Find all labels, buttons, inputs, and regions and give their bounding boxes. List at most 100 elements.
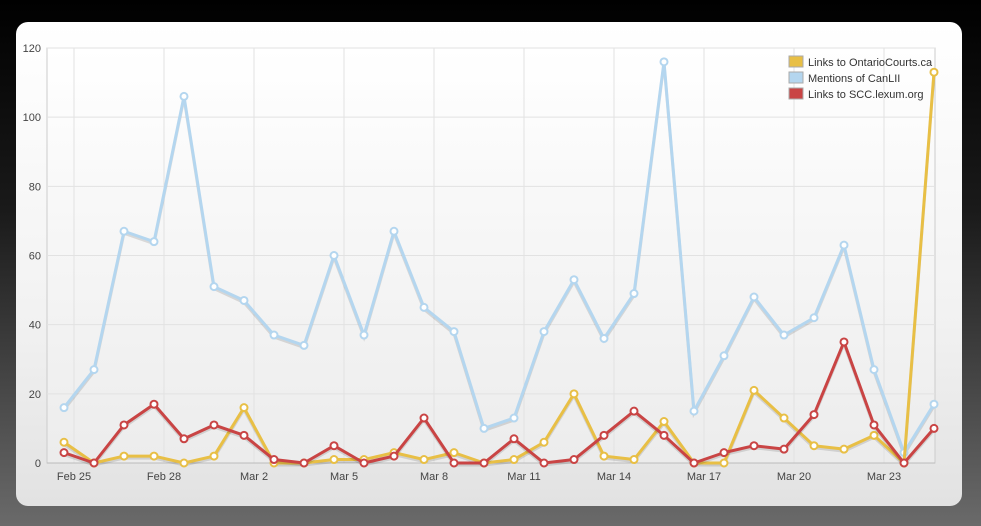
data-point (59, 448, 69, 458)
data-point (839, 444, 849, 454)
data-point (179, 434, 189, 444)
data-point (119, 451, 129, 461)
legend-swatch (788, 55, 804, 68)
data-point (629, 289, 639, 299)
y-tick-label: 80 (29, 181, 41, 193)
x-tick-label: Feb 28 (147, 471, 181, 483)
data-point (659, 417, 669, 426)
data-point (299, 340, 309, 350)
data-point (629, 406, 639, 416)
data-point (179, 91, 189, 101)
data-point (299, 458, 309, 468)
series-line (63, 72, 936, 465)
data-point (179, 458, 189, 468)
data-point (419, 302, 429, 312)
data-point (209, 282, 219, 292)
data-point (569, 455, 579, 465)
data-point (239, 430, 249, 440)
data-point (119, 420, 129, 430)
data-point (59, 403, 69, 413)
data-point (359, 458, 369, 468)
data-point (479, 423, 489, 433)
data-point (599, 334, 609, 343)
data-point (809, 313, 819, 323)
data-point (689, 458, 699, 468)
data-point (149, 451, 159, 461)
data-point (929, 399, 939, 409)
data-point (839, 337, 849, 347)
data-point (509, 434, 519, 444)
data-point (749, 441, 759, 451)
legend-label: Links to OntarioCourts.ca (808, 57, 933, 69)
x-tick-label: Mar 11 (507, 471, 540, 483)
data-point (809, 441, 819, 451)
data-point (509, 413, 519, 423)
data-point (389, 226, 399, 236)
data-point (869, 420, 879, 430)
x-tick-label: Mar 2 (240, 471, 268, 483)
data-point (599, 451, 609, 461)
data-point (509, 455, 519, 465)
data-point (569, 275, 579, 285)
x-tick-label: Mar 14 (597, 471, 631, 483)
data-point (149, 237, 159, 247)
data-point (209, 420, 219, 430)
x-tick-label: Mar 23 (867, 471, 901, 483)
series-line (62, 60, 936, 455)
y-tick-label: 60 (29, 251, 41, 263)
data-point (539, 437, 549, 447)
data-point (419, 455, 429, 465)
data-point (239, 403, 249, 413)
x-tick-label: Feb 25 (57, 471, 91, 483)
data-point (929, 423, 939, 433)
data-point (539, 458, 549, 468)
data-point (149, 399, 159, 409)
data-point (59, 437, 69, 447)
data-point (599, 430, 609, 440)
series-line (63, 340, 936, 465)
data-point (89, 458, 99, 468)
data-point (359, 330, 369, 340)
data-point (239, 295, 249, 305)
data-point (929, 67, 939, 77)
data-point (539, 327, 549, 337)
data-point (899, 458, 909, 468)
data-point (809, 410, 819, 420)
data-point (839, 240, 849, 250)
x-tick-label: Mar 8 (420, 471, 448, 483)
data-point (659, 57, 669, 67)
data-point (449, 327, 459, 337)
data-point (479, 458, 489, 468)
y-tick-label: 100 (23, 112, 41, 124)
data-point (869, 365, 879, 375)
data-point (689, 406, 699, 416)
data-point (269, 330, 279, 340)
data-point (269, 455, 279, 465)
data-point (779, 444, 789, 454)
data-point (749, 385, 759, 395)
data-point (749, 292, 759, 302)
data-point (329, 441, 339, 451)
data-point (329, 251, 339, 260)
data-point (89, 365, 99, 375)
legend-swatch (788, 87, 804, 100)
legend-label: Mentions of CanLII (808, 73, 900, 85)
x-tick-label: Mar 5 (330, 471, 358, 483)
y-tick-label: 120 (23, 43, 41, 55)
data-point (419, 413, 429, 423)
data-point (869, 430, 879, 440)
data-point (119, 226, 129, 236)
data-point (719, 351, 729, 361)
legend-swatch (788, 71, 804, 84)
data-point (329, 455, 339, 465)
data-point (449, 458, 459, 468)
data-point (719, 458, 729, 468)
data-point (719, 448, 729, 458)
y-tick-label: 20 (29, 389, 41, 401)
legend-label: Links to SCC.lexum.org (808, 89, 924, 101)
data-point (389, 451, 399, 461)
data-point (629, 455, 639, 465)
y-tick-label: 40 (29, 320, 41, 332)
data-point (659, 430, 669, 440)
